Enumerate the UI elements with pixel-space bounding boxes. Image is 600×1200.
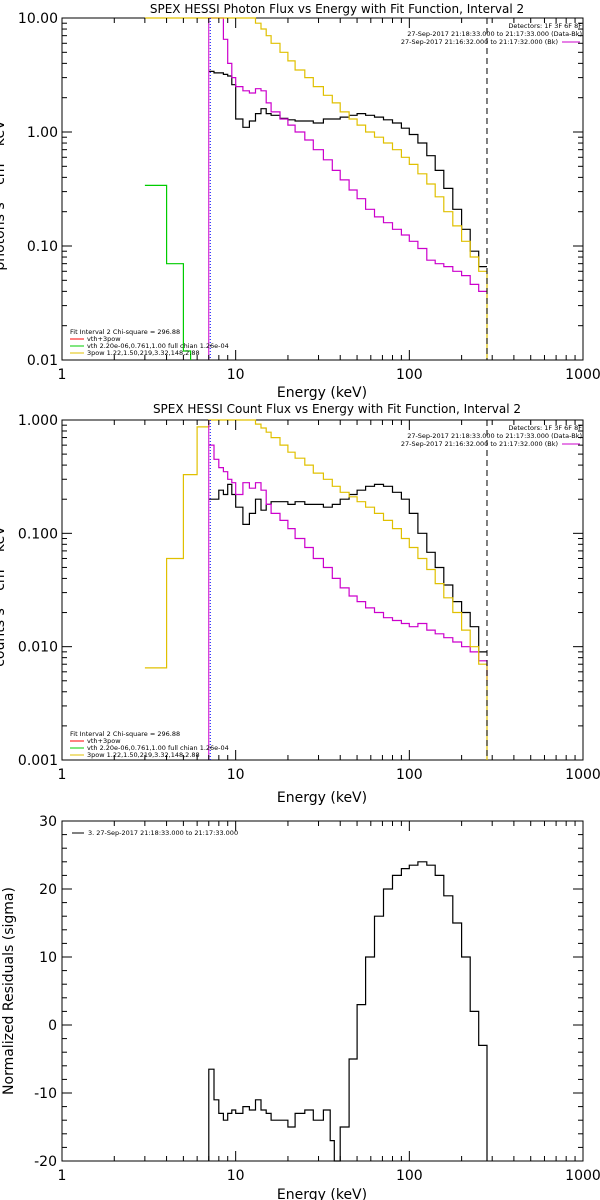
plot-frame: [61, 419, 584, 761]
series-line: [208, 483, 487, 653]
y-tick-label: 0.10: [27, 239, 58, 255]
x-tick-label: 10: [227, 1168, 245, 1184]
series-line: [208, 444, 488, 681]
info-line: Detectors: 1F 3F 6F 8F: [508, 424, 582, 432]
x-tick-label: 1: [58, 367, 67, 383]
x-axis-label: Energy (keV): [277, 385, 367, 401]
y-tick-label: -20: [34, 1154, 57, 1170]
legend-header: Fit Interval 2 Chi-square = 296.88: [70, 730, 180, 738]
info-line: 27-Sep-2017 21:16:32.000 to 21:17:32.000…: [401, 38, 558, 46]
chart-title: SPEX HESSI Photon Flux vs Energy with Fi…: [150, 2, 524, 16]
y-tick-label: 0.010: [18, 640, 58, 656]
x-tick-label: 100: [396, 767, 423, 783]
legend-entry: 3. 27-Sep-2017 21:18:33.000 to 21:17:33.…: [88, 829, 238, 837]
y-axis-label: Normalized Residuals (sigma): [1, 887, 17, 1095]
count-flux-panel: SPEX HESSI Count Flux vs Energy with Fit…: [0, 402, 600, 806]
x-axis-label: Energy (keV): [277, 1187, 367, 1200]
x-tick-label: 100: [396, 1168, 423, 1184]
y-tick-label: -10: [34, 1086, 57, 1102]
legend: Fit Interval 2 Chi-square = 296.88 vth+3…: [70, 730, 229, 759]
legend-header: Fit Interval 2 Chi-square = 296.88: [70, 328, 180, 336]
y-axis-label: photons s⁻¹ cm⁻² keV⁻¹: [0, 107, 8, 270]
photon-flux-panel: SPEX HESSI Photon Flux vs Energy with Fi…: [0, 2, 600, 401]
info-box: Detectors: 1F 3F 6F 8F 27-Sep-2017 21:18…: [401, 424, 582, 448]
y-tick-label: 20: [39, 882, 57, 898]
x-tick-label: 1000: [565, 1168, 600, 1184]
y-tick-label: 10: [39, 950, 57, 966]
y-tick-label: 0.01: [27, 353, 58, 369]
x-tick-label: 100: [396, 367, 423, 383]
y-tick-label: 10.00: [18, 11, 58, 27]
legend-entry: vth+3pow: [87, 737, 121, 745]
y-tick-label: 0.100: [18, 526, 58, 542]
plot-frame: [61, 17, 584, 361]
y-axis-label: counts s⁻¹ cm⁻² keV⁻¹: [0, 513, 8, 667]
x-axis-label: Energy (keV): [277, 790, 367, 806]
info-line: 27-Sep-2017 21:18:33.000 to 21:17:33.000…: [407, 30, 582, 38]
series-line: [208, 861, 488, 1162]
legend: Fit Interval 2 Chi-square = 296.88 vth+3…: [70, 328, 229, 357]
series-line: [208, 17, 487, 292]
y-tick-label: 0: [48, 1018, 57, 1034]
chart-title: SPEX HESSI Count Flux vs Energy with Fit…: [153, 402, 521, 416]
x-tick-label: 10: [227, 767, 245, 783]
info-line: 27-Sep-2017 21:16:32.000 to 21:17:32.000…: [401, 440, 558, 448]
series-line: [144, 419, 488, 760]
x-tick-label: 1000: [565, 367, 600, 383]
x-tick-label: 1: [58, 767, 67, 783]
series-line: [144, 17, 488, 360]
legend-entry: vth 2.20e-06,0.761,1.00 full chian 1.26e…: [87, 744, 229, 752]
x-tick-label: 10: [227, 367, 245, 383]
y-tick-label: 1.00: [27, 125, 58, 141]
legend-entry: 3pow 1.22,1.50,219,3.32,148,2.88: [87, 349, 200, 357]
x-tick-label: 1000: [565, 767, 600, 783]
series-line: [144, 184, 192, 360]
x-tick-label: 1: [58, 1168, 67, 1184]
series-line: [208, 70, 487, 268]
legend-entry: 3pow 1.22,1.50,219,3.32,148,2.88: [87, 751, 200, 759]
info-line: 27-Sep-2017 21:18:33.000 to 21:17:33.000…: [407, 432, 582, 440]
y-tick-label: 1.000: [18, 413, 58, 429]
info-line: Detectors: 1F 3F 6F 8F: [508, 22, 582, 30]
plot-frame: [61, 820, 584, 1162]
legend: 3. 27-Sep-2017 21:18:33.000 to 21:17:33.…: [72, 829, 238, 837]
legend-entry: vth+3pow: [87, 335, 121, 343]
legend-entry: vth 2.20e-06,0.761,1.00 full chian 1.26e…: [87, 342, 229, 350]
y-tick-label: 0.001: [18, 753, 58, 769]
info-box: Detectors: 1F 3F 6F 8F 27-Sep-2017 21:18…: [401, 22, 582, 46]
y-tick-label: 30: [39, 814, 57, 830]
residuals-panel: -20 -10 0 10 20 30 1 10 100 1000 Energy (keV) No…: [1, 814, 600, 1200]
